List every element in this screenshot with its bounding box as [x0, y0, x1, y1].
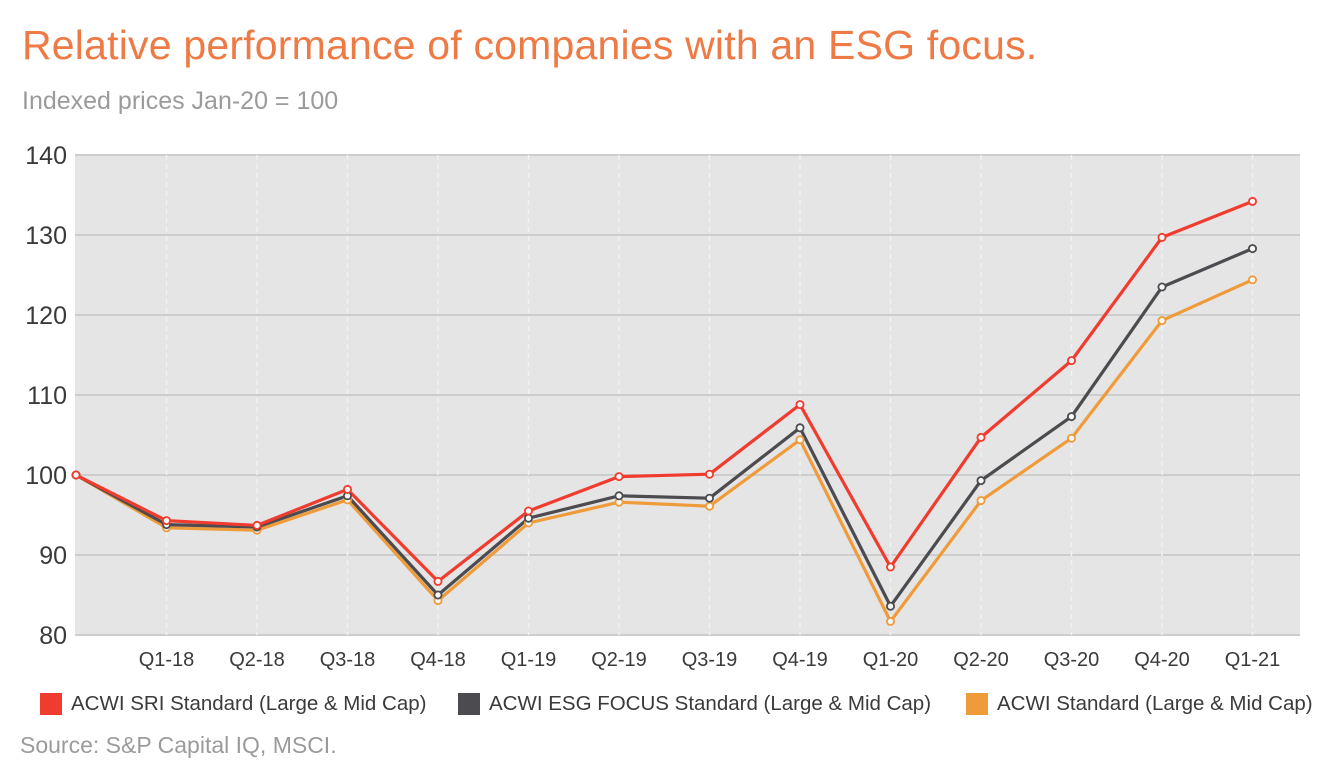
x-tick-label: Q2-18 — [229, 649, 285, 671]
series-line-0 — [75, 199, 1254, 583]
legend: ACWI SRI Standard (Large & Mid Cap) ACWI… — [40, 690, 1325, 720]
legend-swatch-standard — [966, 693, 988, 715]
data-point[interactable] — [1157, 316, 1167, 326]
data-point[interactable] — [976, 496, 986, 506]
x-tick-label: Q1-20 — [863, 649, 919, 671]
y-tick-label: 90 — [39, 542, 67, 570]
series-line-2 — [75, 278, 1254, 623]
grid — [75, 154, 1300, 636]
series-line-1 — [75, 247, 1254, 608]
data-point[interactable] — [886, 616, 896, 626]
x-tick-label: Q2-20 — [953, 649, 1009, 671]
x-tick-label: Q1-19 — [501, 649, 557, 671]
y-tick-label: 100 — [25, 462, 67, 490]
legend-item-sri[interactable]: ACWI SRI Standard (Large & Mid Cap) — [40, 690, 426, 718]
data-point[interactable] — [705, 493, 715, 503]
data-point[interactable] — [433, 576, 443, 586]
data-point[interactable] — [524, 506, 534, 516]
data-point[interactable] — [1067, 433, 1077, 443]
data-point[interactable] — [342, 484, 352, 494]
data-point[interactable] — [795, 400, 805, 410]
x-tick-label: Q3-19 — [682, 649, 738, 671]
data-point[interactable] — [1248, 244, 1258, 254]
y-tick-label: 80 — [39, 622, 67, 650]
data-point[interactable] — [1067, 412, 1077, 422]
y-tick-label: 120 — [25, 302, 67, 330]
legend-label-sri: ACWI SRI Standard (Large & Mid Cap) — [71, 692, 427, 715]
data-point[interactable] — [705, 501, 715, 511]
chart-subtitle: Indexed prices Jan-20 = 100 — [22, 87, 339, 115]
data-point[interactable] — [976, 432, 986, 442]
x-tick-label: Q4-20 — [1134, 649, 1190, 671]
data-point[interactable] — [433, 590, 443, 600]
data-point[interactable] — [252, 520, 262, 530]
legend-label-standard: ACWI Standard (Large & Mid Cap) — [997, 692, 1313, 715]
x-axis: Q1-18 Q2-18 Q3-18 Q4-18 Q1-19 Q2-19 Q3-19 Q4-19… — [139, 649, 1281, 671]
y-tick-label: 140 — [25, 142, 67, 170]
data-point[interactable] — [1067, 356, 1077, 366]
data-point[interactable] — [1157, 232, 1167, 242]
data-point[interactable] — [795, 435, 805, 445]
data-point[interactable] — [976, 476, 986, 486]
y-axis: 80 90 100 110 120 130 140 — [25, 142, 67, 650]
data-point[interactable] — [614, 491, 624, 501]
data-point[interactable] — [614, 472, 624, 482]
series-lines — [75, 199, 1254, 623]
series-points — [71, 196, 1258, 626]
legend-label-esg-focus: ACWI ESG FOCUS Standard (Large & Mid Cap… — [489, 692, 932, 715]
legend-item-standard[interactable]: ACWI Standard (Large & Mid Cap) — [966, 690, 1313, 718]
x-tick-label: Q3-20 — [1044, 649, 1100, 671]
legend-swatch-esg-focus — [458, 693, 480, 715]
data-point[interactable] — [1248, 196, 1258, 206]
data-point[interactable] — [705, 469, 715, 479]
data-point[interactable] — [524, 513, 534, 523]
data-point[interactable] — [1157, 282, 1167, 292]
legend-swatch-sri — [40, 693, 62, 715]
legend-item-esg-focus[interactable]: ACWI ESG FOCUS Standard (Large & Mid Cap… — [458, 690, 931, 718]
data-point[interactable] — [161, 516, 171, 526]
data-point[interactable] — [795, 423, 805, 433]
x-tick-label: Q2-19 — [591, 649, 647, 671]
x-tick-label: Q1-21 — [1225, 649, 1281, 671]
chart-title: Relative performance of companies with a… — [22, 22, 1038, 68]
data-point[interactable] — [886, 601, 896, 611]
data-point[interactable] — [71, 470, 81, 480]
x-tick-label: Q4-19 — [772, 649, 828, 671]
x-tick-label: Q4-18 — [410, 649, 466, 671]
y-tick-label: 110 — [27, 382, 67, 410]
source-note: Source: S&P Capital IQ, MSCI. — [20, 732, 337, 758]
data-point[interactable] — [886, 562, 896, 572]
x-tick-label: Q3-18 — [320, 649, 376, 671]
x-tick-label: Q1-18 — [139, 649, 195, 671]
data-point[interactable] — [1248, 275, 1258, 285]
y-tick-label: 130 — [25, 222, 67, 250]
